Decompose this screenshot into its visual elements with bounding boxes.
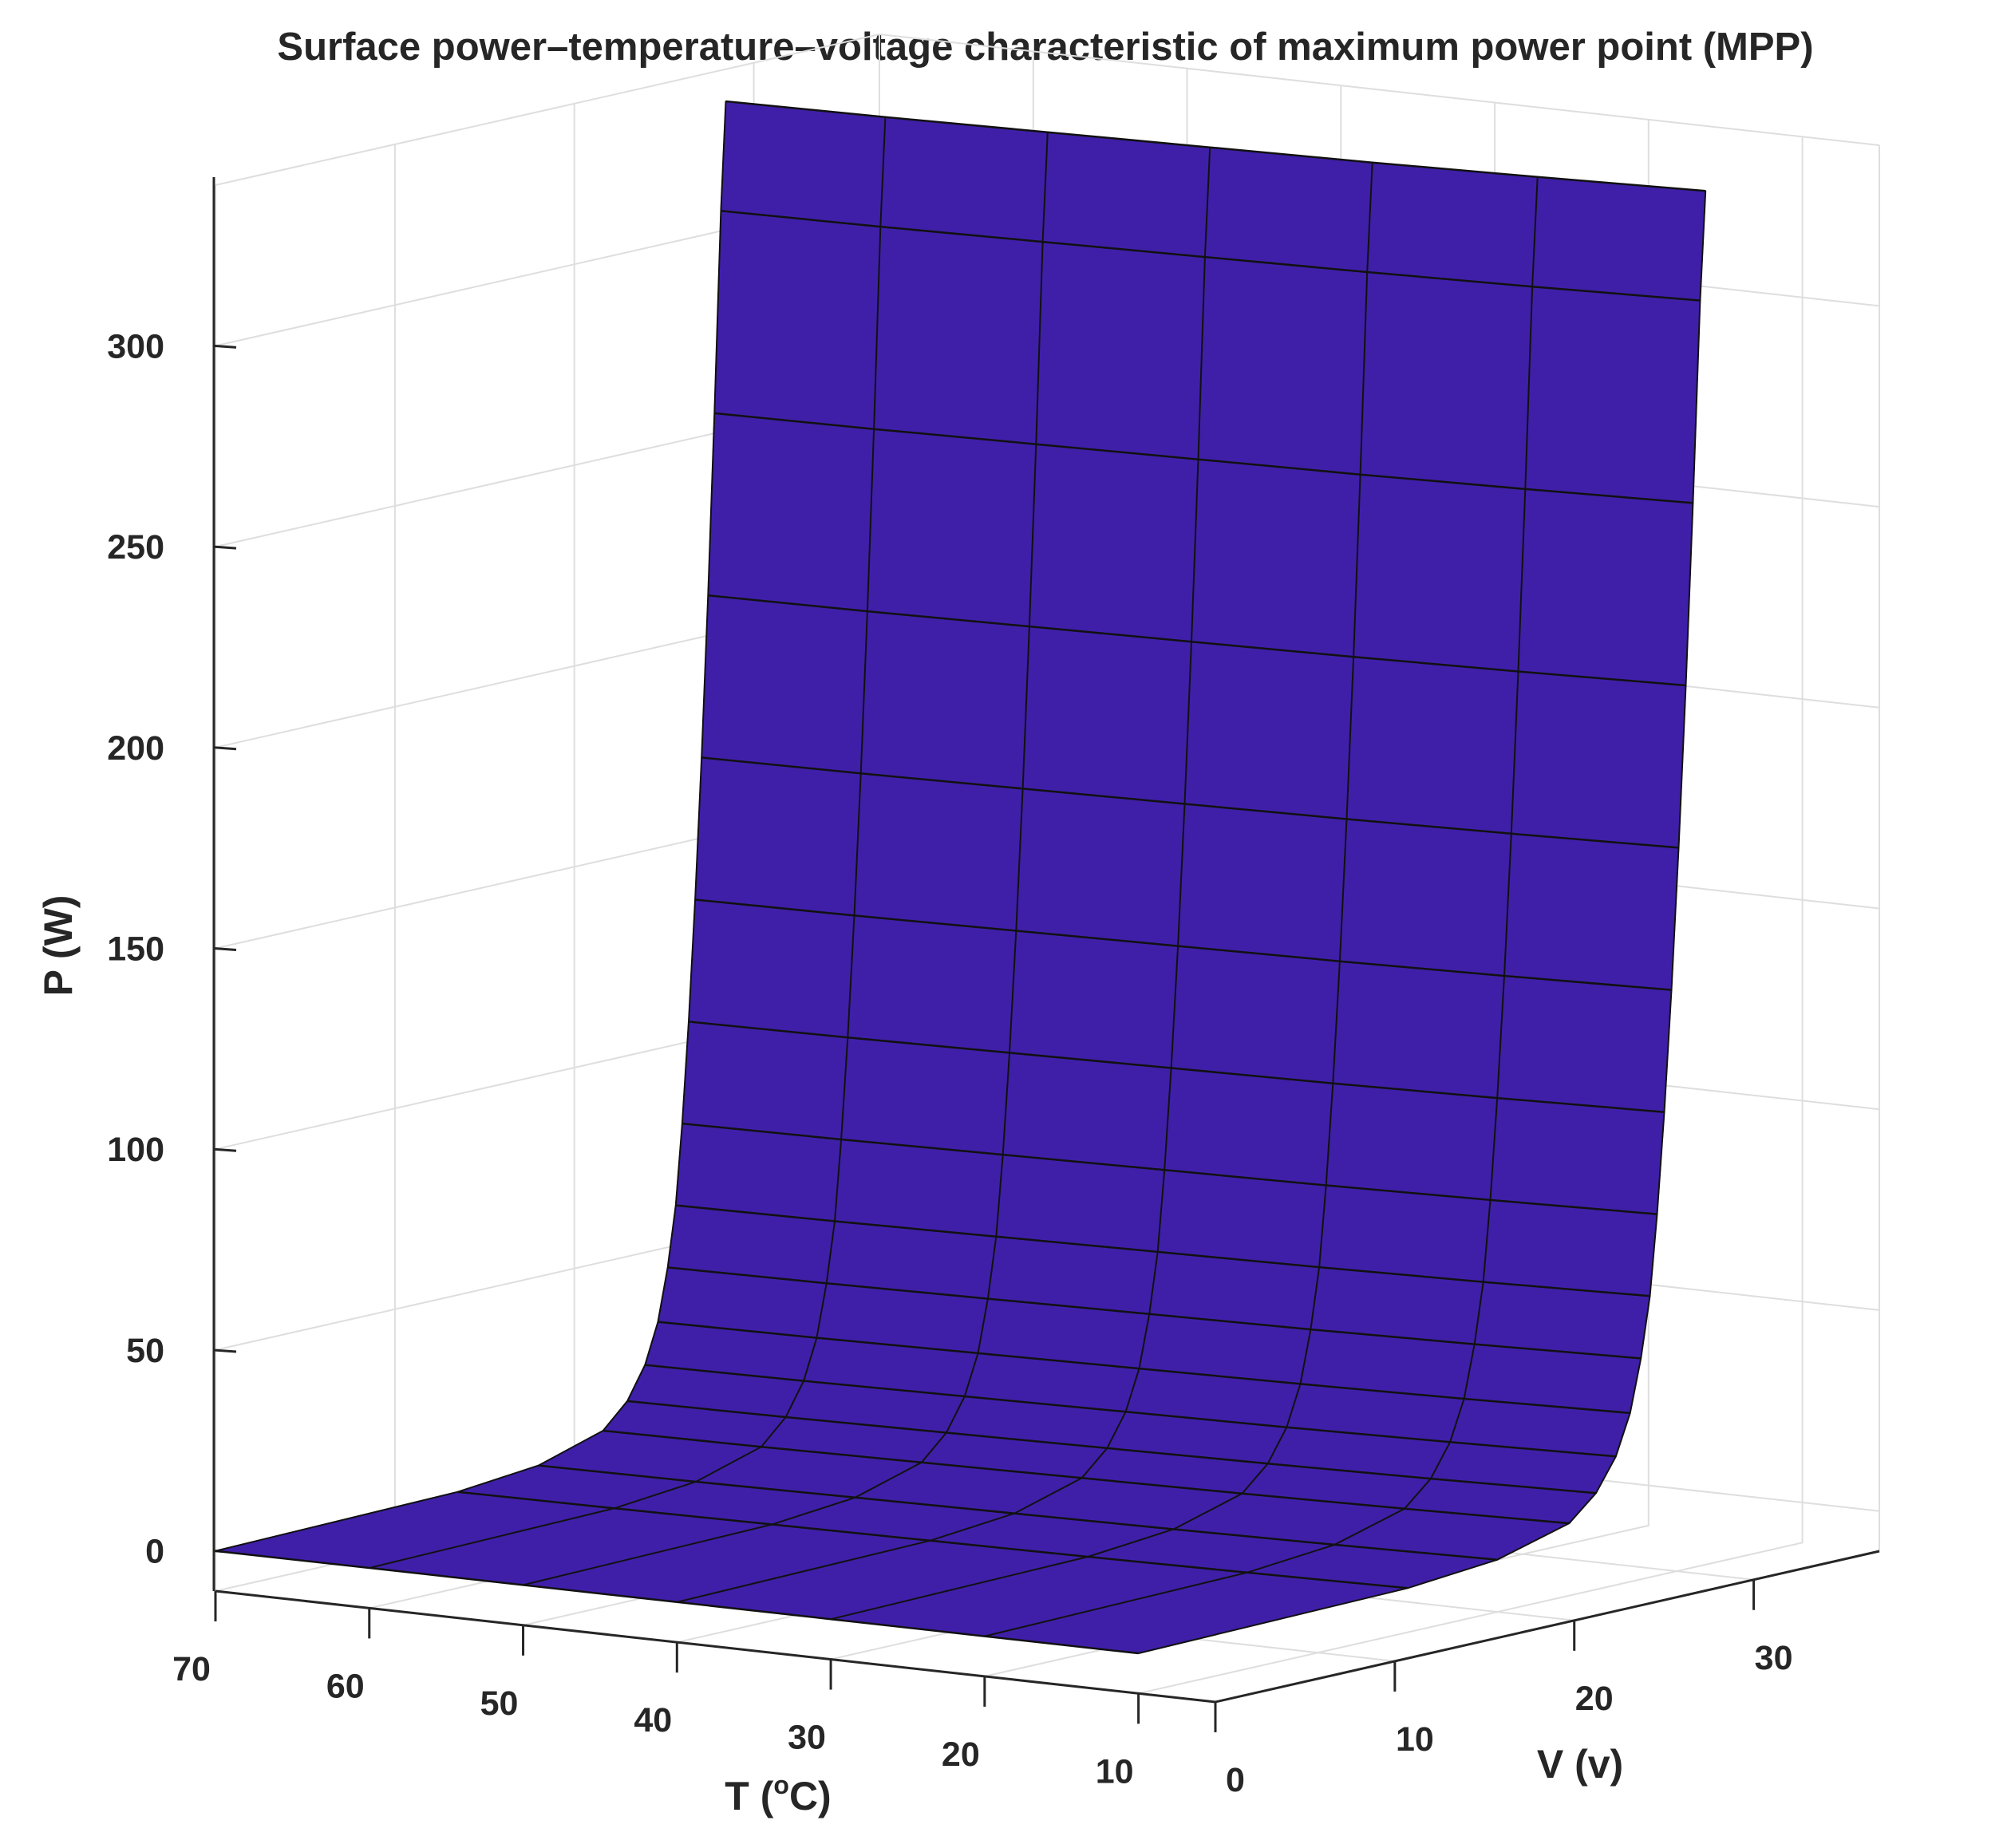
surface-patch bbox=[694, 756, 862, 917]
surface-curve bbox=[369, 116, 887, 1569]
z-tick-label: 250 bbox=[107, 528, 164, 567]
x-tick-label: 10 bbox=[1096, 1752, 1134, 1791]
y-axis-line bbox=[1215, 1550, 1880, 1704]
surface-patch bbox=[707, 413, 875, 612]
surface-curve bbox=[677, 147, 1211, 1603]
z-tick-label: 300 bbox=[107, 327, 164, 365]
surface-patch bbox=[1345, 656, 1519, 835]
grid-line-t bbox=[1138, 136, 1804, 1695]
surface-patch bbox=[1191, 458, 1361, 658]
x-tick-label: 40 bbox=[634, 1701, 672, 1739]
z-tick-label: 100 bbox=[107, 1131, 164, 1169]
surface-curve bbox=[523, 132, 1049, 1586]
surface-patch bbox=[1503, 832, 1680, 991]
surface-patch bbox=[1015, 788, 1186, 947]
surface-patch bbox=[1511, 670, 1687, 849]
surface-patch bbox=[713, 210, 882, 430]
x-tick-label: 20 bbox=[942, 1735, 980, 1774]
x-tick-label: 50 bbox=[480, 1684, 519, 1723]
x-axis-label-start: T ( bbox=[725, 1774, 773, 1818]
z-tick bbox=[213, 1348, 237, 1353]
surface-curve bbox=[215, 101, 727, 1552]
surface-patch bbox=[1359, 271, 1533, 490]
surface-patch bbox=[1332, 960, 1505, 1099]
surface-patch bbox=[1035, 241, 1206, 460]
surface-curve bbox=[984, 176, 1539, 1637]
x-tick-label: 30 bbox=[788, 1719, 826, 1757]
y-tick-label: 0 bbox=[1226, 1761, 1245, 1799]
surface-patch bbox=[1029, 443, 1199, 643]
surface-patch bbox=[879, 116, 1049, 243]
z-tick bbox=[213, 344, 237, 349]
x-axis-label: T (oC) bbox=[725, 1771, 831, 1818]
surface-patch bbox=[1009, 930, 1179, 1069]
surface-patch bbox=[674, 1123, 842, 1222]
surface-curve bbox=[830, 162, 1373, 1621]
surface-curve bbox=[1138, 191, 1707, 1654]
x-axis-label-sup: o bbox=[773, 1771, 789, 1799]
surface-patch bbox=[688, 898, 855, 1039]
surface-patch bbox=[1002, 1052, 1172, 1171]
z-tick-label: 150 bbox=[107, 930, 164, 969]
surface-patch bbox=[859, 610, 1030, 790]
z-tick bbox=[213, 947, 237, 952]
surface-patch bbox=[840, 1037, 1010, 1155]
surface-patch bbox=[1325, 1082, 1498, 1201]
surface-patch bbox=[1177, 803, 1348, 962]
x-axis-label-end: C) bbox=[789, 1774, 832, 1818]
surface-plot bbox=[215, 100, 1707, 1655]
z-axis-label: P (W) bbox=[36, 895, 81, 997]
surface-patch bbox=[847, 914, 1017, 1054]
surface-patch bbox=[1517, 488, 1694, 686]
surface-patch bbox=[1156, 1169, 1327, 1268]
surface-patch bbox=[1366, 161, 1539, 288]
surface-patch bbox=[1496, 975, 1673, 1113]
y-axis-label: V (v) bbox=[1537, 1742, 1623, 1787]
z-tick-label: 200 bbox=[107, 729, 164, 768]
x-tick-label: 70 bbox=[172, 1650, 211, 1688]
y-tick-label: 30 bbox=[1755, 1639, 1793, 1677]
z-tick-label: 50 bbox=[126, 1332, 164, 1370]
surface-patch bbox=[873, 226, 1044, 445]
surface-patch bbox=[1489, 1097, 1665, 1215]
x-tick-label: 60 bbox=[326, 1667, 365, 1705]
y-tick-label: 10 bbox=[1396, 1720, 1434, 1759]
surface-patch bbox=[1197, 256, 1368, 476]
surface-patch bbox=[1339, 818, 1512, 977]
surface-patch bbox=[1204, 146, 1373, 273]
surface-patch bbox=[1318, 1184, 1491, 1283]
surface-patch bbox=[1041, 131, 1211, 258]
surface-patch bbox=[1482, 1199, 1658, 1297]
surface-patch bbox=[1531, 176, 1706, 302]
surface-patch bbox=[1164, 1067, 1334, 1187]
z-tick bbox=[213, 1147, 237, 1152]
surface-patch bbox=[867, 428, 1037, 627]
surface-patch bbox=[701, 594, 868, 775]
z-tick bbox=[213, 746, 237, 751]
chart-title: Surface power–temperature–voltage charac… bbox=[277, 26, 1813, 69]
z-tick bbox=[213, 545, 237, 550]
surface-patch bbox=[1021, 626, 1192, 805]
surface-patch bbox=[1353, 473, 1527, 673]
x-axis-line bbox=[215, 1589, 1216, 1704]
axes bbox=[212, 177, 1880, 1732]
surface-patch bbox=[1524, 286, 1701, 504]
z-tick-label: 0 bbox=[145, 1533, 164, 1571]
surface-patch bbox=[682, 1021, 849, 1140]
surface-patch bbox=[853, 772, 1024, 932]
surface-patch bbox=[720, 101, 887, 227]
surface-patch bbox=[1183, 641, 1354, 820]
y-tick-label: 20 bbox=[1575, 1680, 1614, 1718]
surface-patch bbox=[834, 1139, 1004, 1238]
surface-patch bbox=[995, 1154, 1166, 1253]
surface-patch bbox=[1170, 945, 1341, 1084]
